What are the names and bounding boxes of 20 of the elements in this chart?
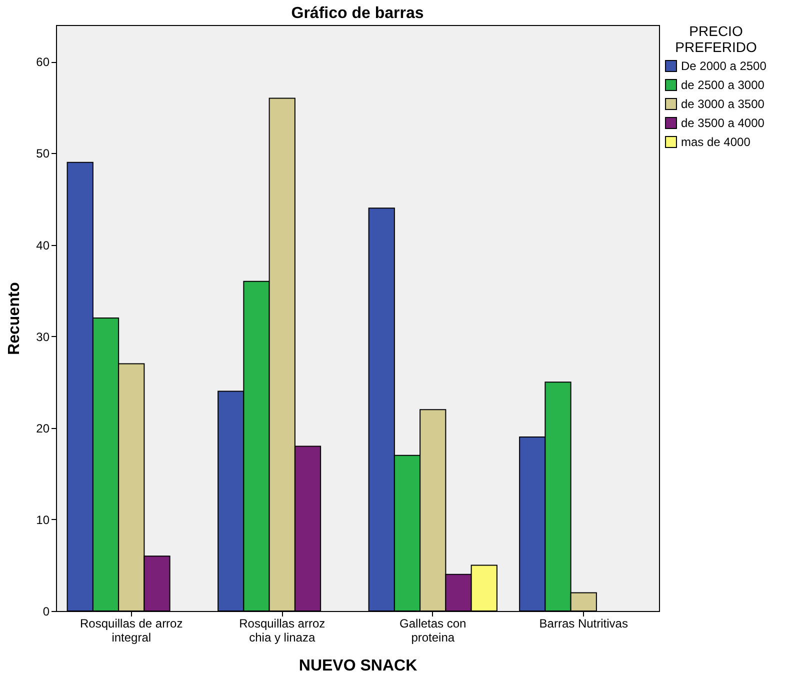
legend-label: de 3000 a 3500: [681, 97, 765, 111]
y-tick-label: 40: [36, 238, 50, 252]
x-tick-label: Rosquillas arroz chia y linaza: [239, 616, 326, 644]
y-tick-label: 50: [36, 146, 50, 161]
y-tick-label: 30: [36, 330, 50, 344]
legend-title: PRECIO PREFERIDO: [675, 23, 757, 55]
y-axis-title: Recuento: [6, 282, 24, 355]
x-tick-label: Barras Nutritivas: [539, 616, 628, 630]
legend-label: de 2500 a 3000: [681, 78, 765, 92]
legend-label: de 3500 a 4000: [681, 116, 765, 130]
x-axis-title: NUEVO SNACK: [298, 658, 418, 674]
y-tick-label: 60: [36, 55, 50, 70]
legend-label: mas de 4000: [681, 135, 751, 149]
legend-label: De 2000 a 2500: [681, 59, 767, 73]
y-tick-label: 0: [42, 604, 50, 618]
x-tick-label: Rosquillas de arroz integral: [80, 616, 183, 644]
x-tick-label: Galletas con proteina: [400, 616, 466, 644]
y-tick-label: 20: [36, 421, 50, 436]
y-tick-label: 10: [36, 512, 50, 527]
chart-title: Gráfico de barras: [291, 5, 424, 22]
